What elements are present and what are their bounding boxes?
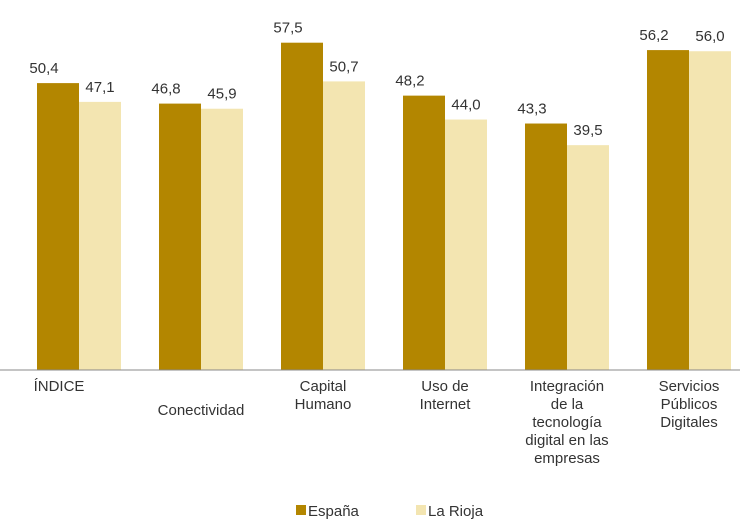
bar <box>445 119 487 371</box>
bar <box>159 103 201 370</box>
value-label: 48,2 <box>395 73 424 90</box>
legend-label: España <box>308 503 360 520</box>
bar <box>647 50 689 370</box>
value-label: 43,3 <box>517 101 546 118</box>
legend-label: La Rioja <box>428 503 484 520</box>
bar <box>403 95 445 370</box>
value-label: 47,1 <box>85 79 114 96</box>
legend-swatch <box>416 505 426 515</box>
value-label: 39,5 <box>573 122 602 139</box>
value-label: 44,0 <box>451 97 480 114</box>
x-tick-label: Servicios Públicos Digitales <box>658 378 720 431</box>
value-label: 56,2 <box>639 27 668 44</box>
bar <box>37 83 79 370</box>
x-tick-label: Conectividad <box>157 402 245 419</box>
bar <box>323 81 365 371</box>
value-label: 50,4 <box>29 60 58 77</box>
x-tick-label: ÍNDICE <box>33 378 85 395</box>
value-label: 46,8 <box>151 81 180 98</box>
bar <box>281 42 323 370</box>
value-label: 56,0 <box>695 28 724 45</box>
value-label: 50,7 <box>329 58 358 75</box>
bar <box>525 123 567 371</box>
x-tick-label: Uso de Internet <box>419 378 471 413</box>
bar <box>567 145 609 370</box>
bar <box>689 51 731 370</box>
value-label: 57,5 <box>273 20 302 37</box>
x-tick-label: Integración de la tecnología digital en … <box>525 378 609 467</box>
value-label: 45,9 <box>207 86 236 103</box>
x-tick-label: Capital Humano <box>294 378 352 413</box>
bar <box>201 108 243 370</box>
legend-swatch <box>296 505 306 515</box>
bar <box>79 101 121 371</box>
